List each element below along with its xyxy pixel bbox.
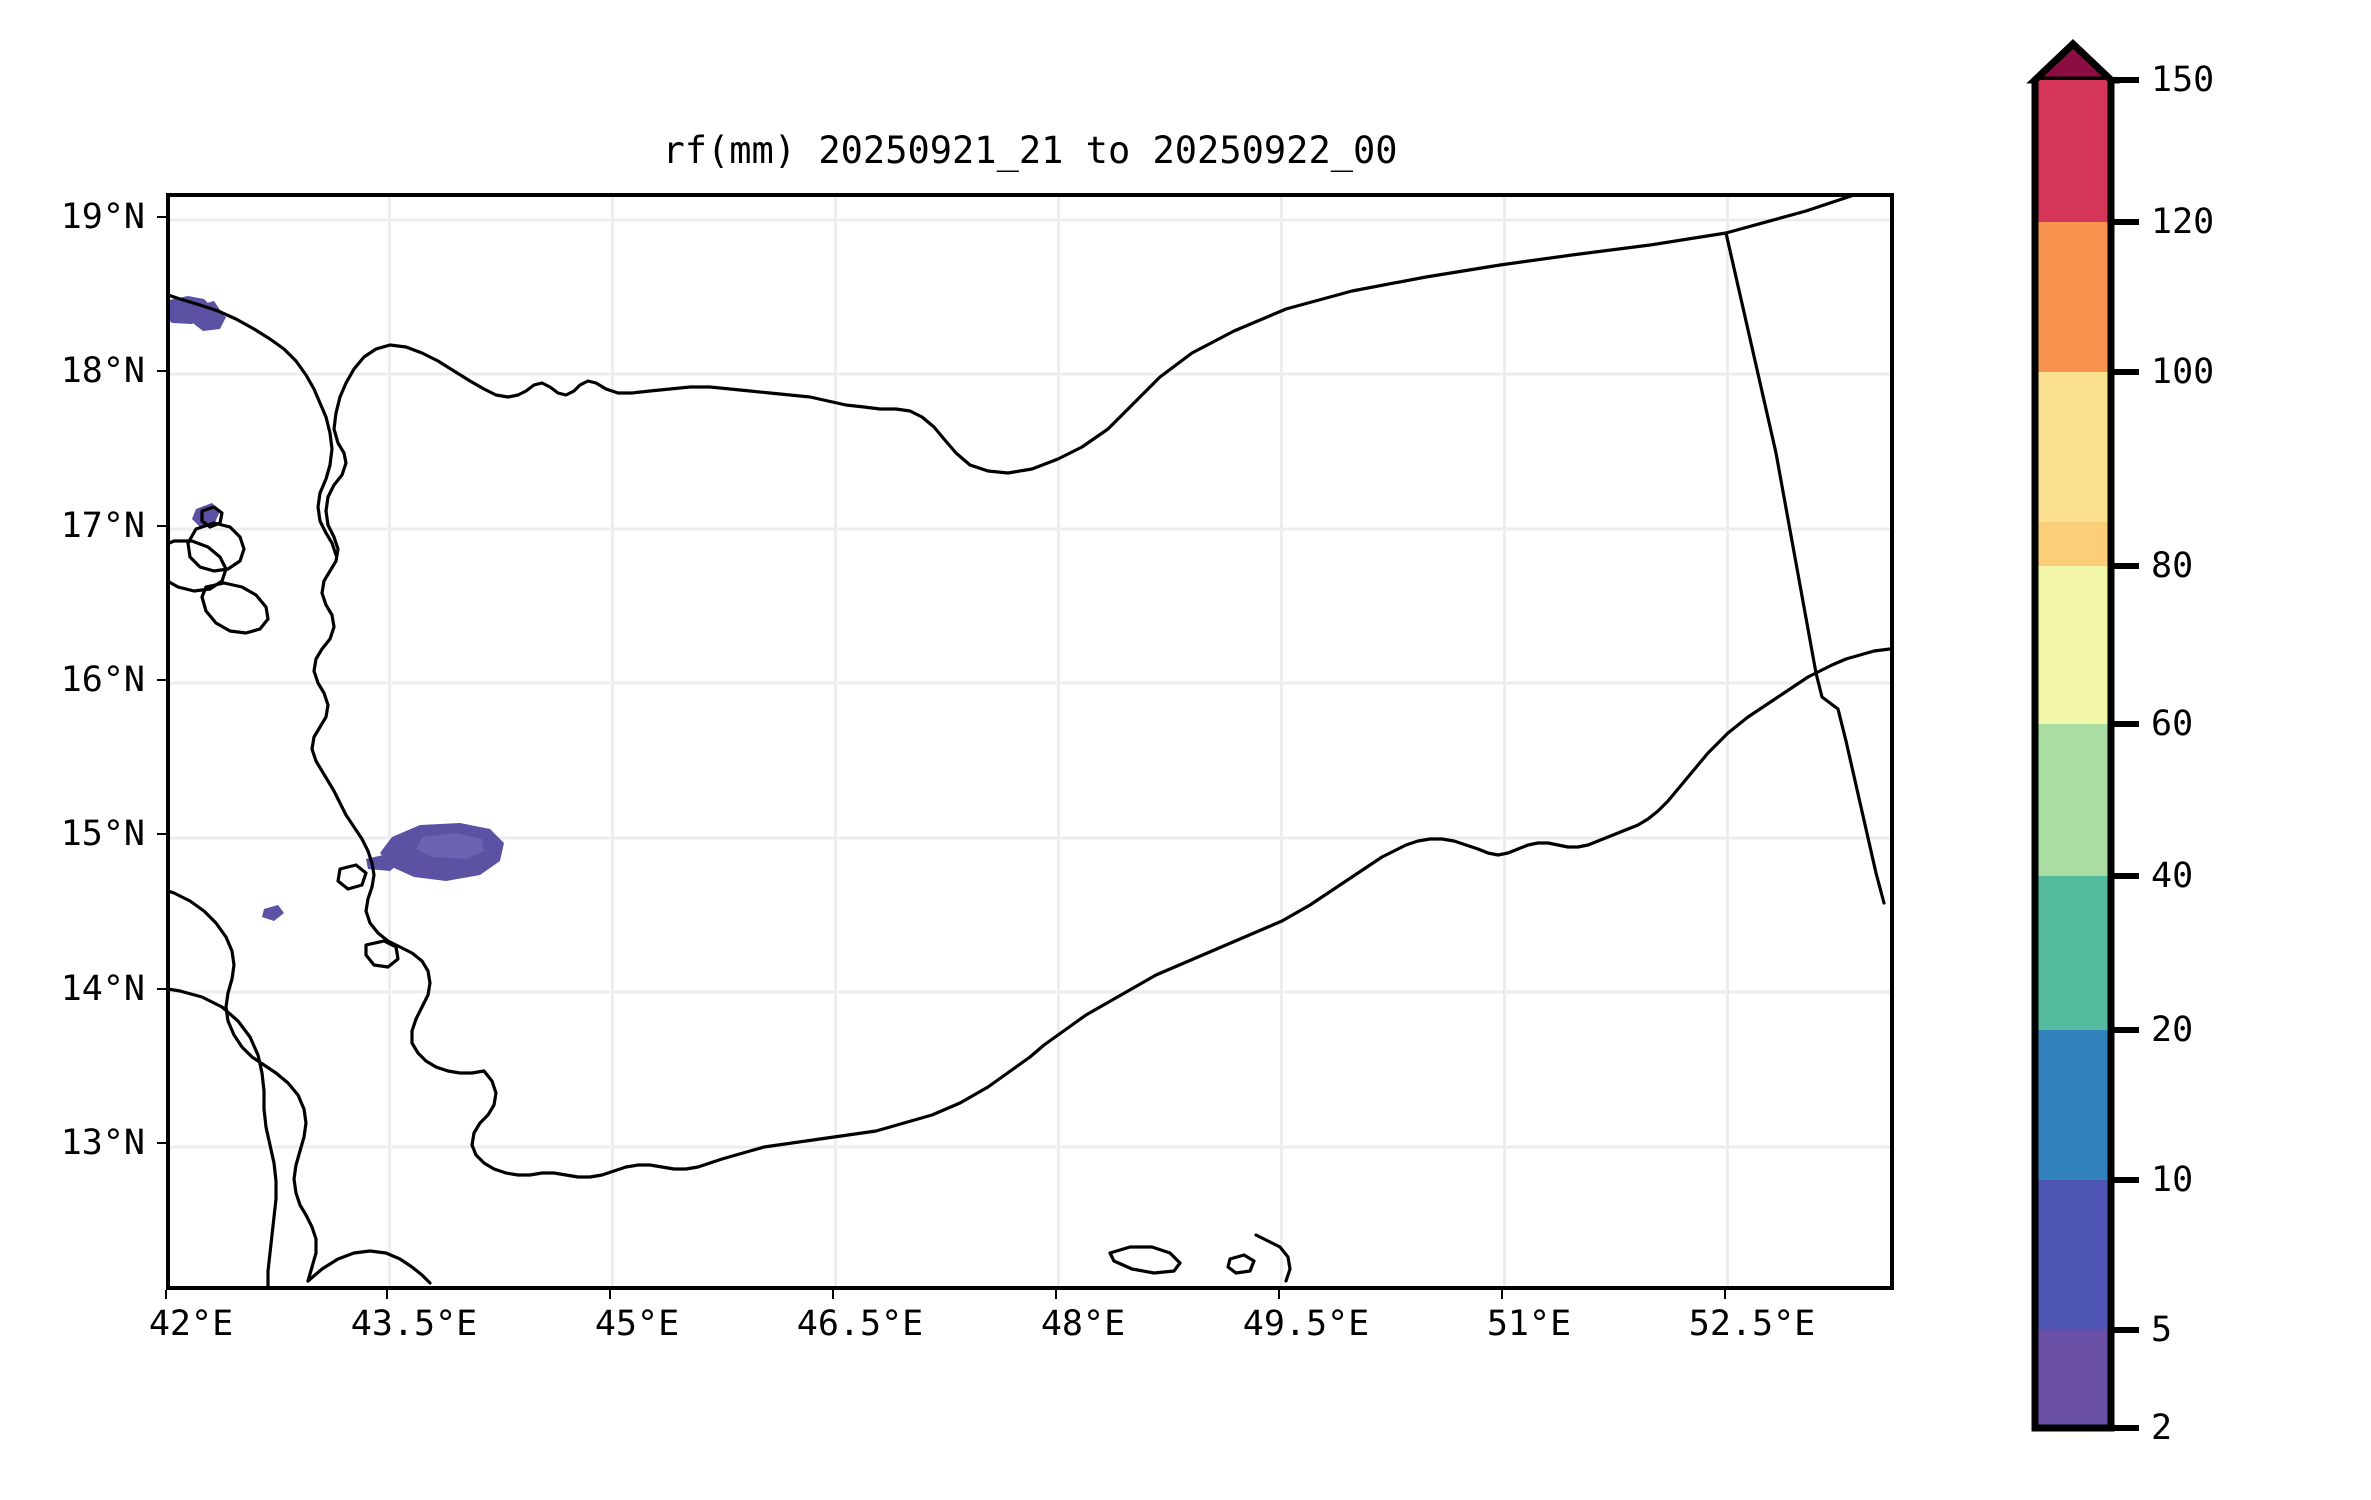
colorbar-band-120-150 bbox=[2035, 80, 2111, 222]
map-boundaries bbox=[170, 197, 1890, 1286]
gridlines bbox=[170, 197, 1890, 1286]
colorbar-outline bbox=[2031, 39, 2115, 1432]
xtick-mark-51 bbox=[1501, 1290, 1503, 1299]
map-plot-area[interactable] bbox=[166, 193, 1894, 1290]
colorbar-label-120: 120 bbox=[2151, 202, 2215, 242]
xtick-mark-45 bbox=[609, 1290, 611, 1299]
island-small-1 bbox=[200, 505, 224, 529]
rainfall-patch-tihamah-tail bbox=[366, 853, 402, 871]
colorbar-band-pale-yellow bbox=[2035, 566, 2111, 724]
colorbar-band-10-20 bbox=[2035, 1030, 2111, 1180]
ytick-mark-16 bbox=[157, 679, 166, 681]
ytick-label-15: 15°N bbox=[60, 814, 145, 854]
xtick-label-0: 42°E bbox=[148, 1304, 234, 1344]
ytick-mark-15 bbox=[157, 833, 166, 835]
ytick-mark-18 bbox=[157, 370, 166, 372]
ytick-label-17: 17°N bbox=[60, 506, 145, 546]
xtick-mark-49.5 bbox=[1278, 1290, 1280, 1299]
ytick-mark-17 bbox=[157, 525, 166, 527]
colorbar-band-100-120 bbox=[2035, 222, 2111, 372]
border-djibouti-ethiopia bbox=[170, 987, 278, 1286]
colorbar-label-5: 5 bbox=[2151, 1310, 2173, 1350]
ytick-mark-19 bbox=[157, 216, 166, 218]
colorbar-band-20-40 bbox=[2035, 876, 2111, 1030]
rainfall-patch-tihamah-core bbox=[416, 833, 484, 859]
rainfall-patch-midi-coast-a bbox=[194, 309, 226, 331]
ytick-mark-13 bbox=[157, 1142, 166, 1144]
colorbar-label-80: 80 bbox=[2151, 546, 2194, 586]
map-canvas bbox=[170, 197, 1890, 1286]
title-line-1: rf(mm) 20250921_21 to 20250922_00 bbox=[662, 129, 1398, 172]
colorbar-band-2-5 bbox=[2035, 1330, 2111, 1428]
xtick-label-6: 51°E bbox=[1486, 1304, 1572, 1344]
island-farasan-inner bbox=[170, 539, 228, 593]
colorbar-label-2: 2 bbox=[2151, 1408, 2173, 1448]
coastline-saudi-red-sea bbox=[170, 293, 338, 557]
ytick-mark-14 bbox=[157, 988, 166, 990]
ytick-label-19: 19°N bbox=[60, 197, 145, 237]
colorbar-band-5-10 bbox=[2035, 1180, 2111, 1330]
colorbar-band-40-60 bbox=[2035, 724, 2111, 876]
colorbar-bands bbox=[2035, 80, 2111, 1428]
xtick-label-7: 52.5°E bbox=[1688, 1304, 1816, 1344]
xtick-mark-48 bbox=[1055, 1290, 1057, 1299]
colorbar-label-60: 60 bbox=[2151, 704, 2194, 744]
xtick-label-1: 43.5°E bbox=[350, 1304, 478, 1344]
xtick-mark-42 bbox=[165, 1290, 167, 1299]
coastline-red-sea-west bbox=[310, 395, 486, 1075]
island-small-3 bbox=[336, 863, 368, 891]
coastline-africa-south bbox=[306, 1249, 432, 1285]
xtick-mark-43.5 bbox=[386, 1290, 388, 1299]
ytick-label-18: 18°N bbox=[60, 351, 145, 391]
island-small-2 bbox=[364, 939, 400, 969]
colorbar-ticks bbox=[2111, 77, 2139, 1431]
border-saudi-yemen-north bbox=[338, 231, 1728, 475]
xtick-mark-52.5 bbox=[1724, 1290, 1726, 1299]
ytick-label-14: 14°N bbox=[60, 969, 145, 1009]
rainfall-patch-bab-el-mandeb bbox=[262, 905, 284, 921]
colorbar-label-150: 150 bbox=[2151, 60, 2215, 100]
island-bottom-right-2 bbox=[1226, 1253, 1256, 1275]
xtick-label-5: 49.5°E bbox=[1242, 1304, 1370, 1344]
colorbar-band-60-80b bbox=[2035, 522, 2111, 566]
colorbar-label-10: 10 bbox=[2151, 1160, 2194, 1200]
colorbar-band-80-100 bbox=[2035, 372, 2111, 522]
xtick-label-3: 46.5°E bbox=[796, 1304, 924, 1344]
ytick-label-16: 16°N bbox=[60, 660, 145, 700]
coastline-gulf-of-aden bbox=[470, 647, 1890, 1179]
coastline-horn-of-africa bbox=[170, 889, 318, 1283]
ytick-label-13: 13°N bbox=[60, 1123, 145, 1163]
rainfall-patches bbox=[170, 296, 504, 921]
xtick-label-4: 48°E bbox=[1040, 1304, 1126, 1344]
coastline-oman-bottom-right bbox=[1254, 1233, 1292, 1283]
colorbar-extend-triangle-up-icon bbox=[2026, 39, 2120, 84]
colorbar-label-40: 40 bbox=[2151, 856, 2194, 896]
island-farasan-outer bbox=[186, 521, 246, 573]
colorbar-label-100: 100 bbox=[2151, 352, 2215, 392]
colorbar-canvas bbox=[2026, 39, 2139, 1432]
xtick-label-2: 45°E bbox=[594, 1304, 680, 1344]
border-saudi-oman-north bbox=[1724, 197, 1854, 235]
island-kamaran bbox=[200, 581, 270, 635]
colorbar[interactable]: 150 120 100 80 60 40 20 10 5 2 bbox=[1999, 36, 2339, 1448]
xtick-mark-46.5 bbox=[832, 1290, 834, 1299]
island-bottom-right-1 bbox=[1108, 1245, 1182, 1275]
colorbar-label-20: 20 bbox=[2151, 1010, 2194, 1050]
border-yemen-oman-east bbox=[1724, 231, 1886, 905]
